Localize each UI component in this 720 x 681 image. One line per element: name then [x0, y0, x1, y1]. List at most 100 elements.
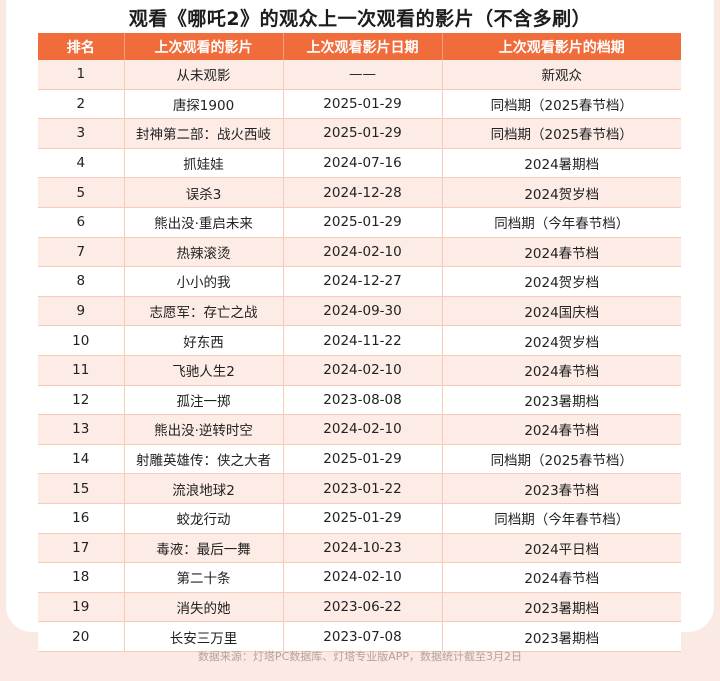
date-cell: 2024-07-16: [283, 148, 443, 179]
film-cell: 第二十条: [124, 562, 284, 593]
film-cell: 抓娃娃: [124, 148, 284, 179]
rank-cell: 10: [38, 325, 125, 356]
period-cell: 同档期（2025春节档）: [442, 89, 681, 120]
rank-cell: 12: [38, 385, 125, 416]
date-cell: ——: [283, 60, 443, 90]
rank-cell: 2: [38, 89, 125, 120]
data-source-note: 数据来源：灯塔PC数据库、灯塔专业版APP，数据统计截至3月2日: [197, 650, 523, 663]
table-row: 15 流浪地球2 2023-01-22 2023春节档: [38, 473, 681, 504]
period-cell: 2023暑期档: [442, 385, 681, 416]
table-row: 1 从未观影 —— 新观众: [38, 60, 681, 90]
period-cell: 2024春节档: [442, 414, 681, 445]
date-cell: 2024-02-10: [283, 562, 443, 593]
film-cell: 射雕英雄传：侠之大者: [124, 444, 284, 475]
rank-cell: 11: [38, 355, 125, 386]
period-cell: 同档期（今年春节档）: [442, 207, 681, 238]
table-row: 5 误杀3 2024-12-28 2024贺岁档: [38, 177, 681, 208]
film-cell: 志愿军：存亡之战: [124, 296, 284, 327]
rank-cell: 7: [38, 237, 125, 268]
table-row: 7 热辣滚烫 2024-02-10 2024春节档: [38, 237, 681, 268]
film-cell: 误杀3: [124, 177, 284, 208]
rank-cell: 13: [38, 414, 125, 445]
page-title: 观看《哪吒2》的观众上一次观看的影片（不含多刷）: [128, 8, 592, 30]
rank-cell: 14: [38, 444, 125, 475]
film-cell: 唐探1900: [124, 89, 284, 120]
film-cell: 消失的她: [124, 592, 284, 623]
table-row: 18 第二十条 2024-02-10 2024春节档: [38, 562, 681, 593]
film-cell: 流浪地球2: [124, 473, 284, 504]
period-cell: 同档期（2025春节档）: [442, 118, 681, 149]
table-row: 14 射雕英雄传：侠之大者 2025-01-29 同档期（2025春节档）: [38, 444, 681, 475]
table-header-row: 排名 上次观看的影片 上次观看影片日期 上次观看影片的档期: [38, 33, 681, 60]
date-cell: 2025-01-29: [283, 118, 443, 149]
date-cell: 2024-02-10: [283, 355, 443, 386]
ranking-table: 排名 上次观看的影片 上次观看影片日期 上次观看影片的档期 1 从未观影 —— 新观众…: [38, 33, 681, 652]
period-cell: 同档期（今年春节档）: [442, 503, 681, 534]
table-row: 13 熊出没·逆转时空 2024-02-10 2024春节档: [38, 414, 681, 445]
table-row: 16 蛟龙行动 2025-01-29 同档期（今年春节档）: [38, 503, 681, 534]
rank-cell: 15: [38, 473, 125, 504]
table-row: 2 唐探1900 2025-01-29 同档期（2025春节档）: [38, 89, 681, 120]
period-cell: 2024春节档: [442, 355, 681, 386]
date-cell: 2023-06-22: [283, 592, 443, 623]
film-cell: 飞驰人生2: [124, 355, 284, 386]
period-cell: 2024国庆档: [442, 296, 681, 327]
header-last-date: 上次观看影片日期: [283, 33, 443, 60]
film-cell: 热辣滚烫: [124, 237, 284, 268]
period-cell: 新观众: [442, 60, 681, 90]
period-cell: 2024暑期档: [442, 148, 681, 179]
period-cell: 2024春节档: [442, 237, 681, 268]
date-cell: 2023-08-08: [283, 385, 443, 416]
table-row: 3 封神第二部：战火西岐 2025-01-29 同档期（2025春节档）: [38, 118, 681, 149]
rank-cell: 19: [38, 592, 125, 623]
period-cell: 2023暑期档: [442, 592, 681, 623]
rank-cell: 18: [38, 562, 125, 593]
date-cell: 2025-01-29: [283, 89, 443, 120]
film-cell: 熊出没·逆转时空: [124, 414, 284, 445]
rank-cell: 17: [38, 533, 125, 564]
film-cell: 熊出没·重启未来: [124, 207, 284, 238]
date-cell: 2024-09-30: [283, 296, 443, 327]
table-row: 19 消失的她 2023-06-22 2023暑期档: [38, 592, 681, 623]
rank-cell: 9: [38, 296, 125, 327]
table-row: 9 志愿军：存亡之战 2024-09-30 2024国庆档: [38, 296, 681, 327]
period-cell: 2023暑期档: [442, 621, 681, 652]
table-row: 4 抓娃娃 2024-07-16 2024暑期档: [38, 148, 681, 179]
table-row: 10 好东西 2024-11-22 2024贺岁档: [38, 325, 681, 356]
film-cell: 好东西: [124, 325, 284, 356]
date-cell: 2025-01-29: [283, 444, 443, 475]
date-cell: 2024-02-10: [283, 237, 443, 268]
date-cell: 2024-12-28: [283, 177, 443, 208]
rank-cell: 5: [38, 177, 125, 208]
table-row: 17 毒液：最后一舞 2024-10-23 2024平日档: [38, 533, 681, 564]
period-cell: 同档期（2025春节档）: [442, 444, 681, 475]
film-cell: 长安三万里: [124, 621, 284, 652]
date-cell: 2024-11-22: [283, 325, 443, 356]
period-cell: 2024春节档: [442, 562, 681, 593]
film-cell: 封神第二部：战火西岐: [124, 118, 284, 149]
rank-cell: 1: [38, 60, 125, 90]
film-cell: 从未观影: [124, 60, 284, 90]
table-row: 11 飞驰人生2 2024-02-10 2024春节档: [38, 355, 681, 386]
period-cell: 2024平日档: [442, 533, 681, 564]
period-cell: 2024贺岁档: [442, 325, 681, 356]
film-cell: 蛟龙行动: [124, 503, 284, 534]
film-cell: 孤注一掷: [124, 385, 284, 416]
header-last-period: 上次观看影片的档期: [442, 33, 681, 60]
period-cell: 2024贺岁档: [442, 177, 681, 208]
date-cell: 2024-02-10: [283, 414, 443, 445]
date-cell: 2024-10-23: [283, 533, 443, 564]
rank-cell: 16: [38, 503, 125, 534]
date-cell: 2024-12-27: [283, 266, 443, 297]
film-cell: 小小的我: [124, 266, 284, 297]
table-row: 6 熊出没·重启未来 2025-01-29 同档期（今年春节档）: [38, 207, 681, 238]
table-row: 20 长安三万里 2023-07-08 2023暑期档: [38, 621, 681, 652]
rank-cell: 3: [38, 118, 125, 149]
period-cell: 2023春节档: [442, 473, 681, 504]
date-cell: 2023-07-08: [283, 621, 443, 652]
table-row: 12 孤注一掷 2023-08-08 2023暑期档: [38, 385, 681, 416]
table-row: 8 小小的我 2024-12-27 2024贺岁档: [38, 266, 681, 297]
date-cell: 2025-01-29: [283, 503, 443, 534]
film-cell: 毒液：最后一舞: [124, 533, 284, 564]
date-cell: 2023-01-22: [283, 473, 443, 504]
